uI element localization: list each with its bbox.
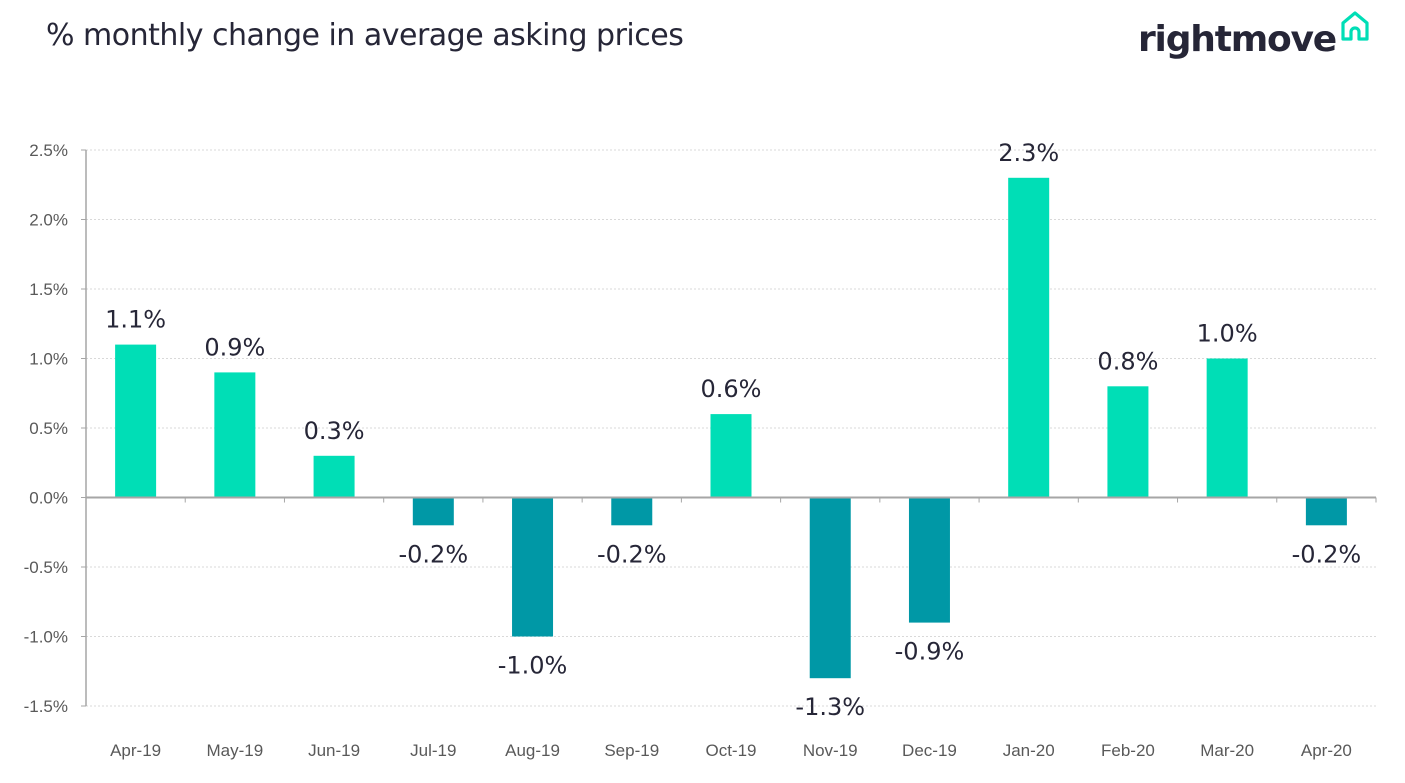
data-label: 0.6% (701, 375, 762, 403)
bar (1107, 386, 1149, 498)
x-tick-label: Oct-19 (705, 741, 756, 760)
bar (412, 497, 454, 526)
x-tick-label: Sep-19 (604, 741, 659, 760)
y-tick-label: 0.5% (29, 419, 68, 438)
bar (1305, 497, 1347, 526)
x-tick-label: Apr-19 (110, 741, 161, 760)
bar (115, 344, 157, 498)
data-label: -1.0% (498, 652, 568, 680)
bar (1008, 177, 1050, 498)
bar (611, 497, 653, 526)
x-tick-label: Jul-19 (410, 741, 456, 760)
bar (908, 497, 950, 623)
bar (313, 455, 355, 498)
y-tick-label: 1.5% (29, 280, 68, 299)
y-tick-label: -1.0% (24, 628, 68, 647)
logo-text: rightmove (1138, 19, 1337, 60)
data-label: -0.2% (1292, 540, 1362, 568)
data-label: -0.2% (398, 540, 468, 568)
x-tick-label: May-19 (207, 741, 264, 760)
x-tick-label: Aug-19 (505, 741, 560, 760)
x-tick-label: Jun-19 (308, 741, 360, 760)
data-label: -1.3% (795, 693, 865, 721)
bar (214, 372, 256, 498)
y-tick-label: -0.5% (24, 558, 68, 577)
chart-title: % monthly change in average asking price… (46, 18, 684, 53)
data-label: -0.9% (895, 638, 965, 666)
y-tick-label: 0.0% (29, 489, 68, 508)
bar (710, 414, 752, 498)
x-tick-label: Nov-19 (803, 741, 858, 760)
x-tick-label: Dec-19 (902, 741, 957, 760)
house-icon (1341, 11, 1369, 41)
data-label: 0.9% (204, 333, 265, 361)
y-tick-label: -1.5% (24, 697, 68, 716)
x-tick-label: Apr-20 (1301, 741, 1352, 760)
bar (1206, 358, 1248, 498)
data-label: 0.8% (1097, 347, 1158, 375)
x-tick-label: Mar-20 (1200, 741, 1254, 760)
y-tick-label: 1.0% (29, 350, 68, 369)
x-tick-label: Feb-20 (1101, 741, 1155, 760)
y-tick-label: 2.0% (29, 211, 68, 230)
y-tick-label: 2.5% (29, 141, 68, 160)
data-label: 1.0% (1197, 320, 1258, 348)
bar (512, 497, 554, 637)
rightmove-logo: rightmove (1138, 10, 1372, 58)
x-tick-label: Jan-20 (1003, 741, 1055, 760)
data-label: -0.2% (597, 540, 667, 568)
data-label: 0.3% (304, 417, 365, 445)
data-label: 1.1% (105, 306, 166, 334)
bar (809, 497, 851, 679)
data-label: 2.3% (998, 139, 1059, 167)
